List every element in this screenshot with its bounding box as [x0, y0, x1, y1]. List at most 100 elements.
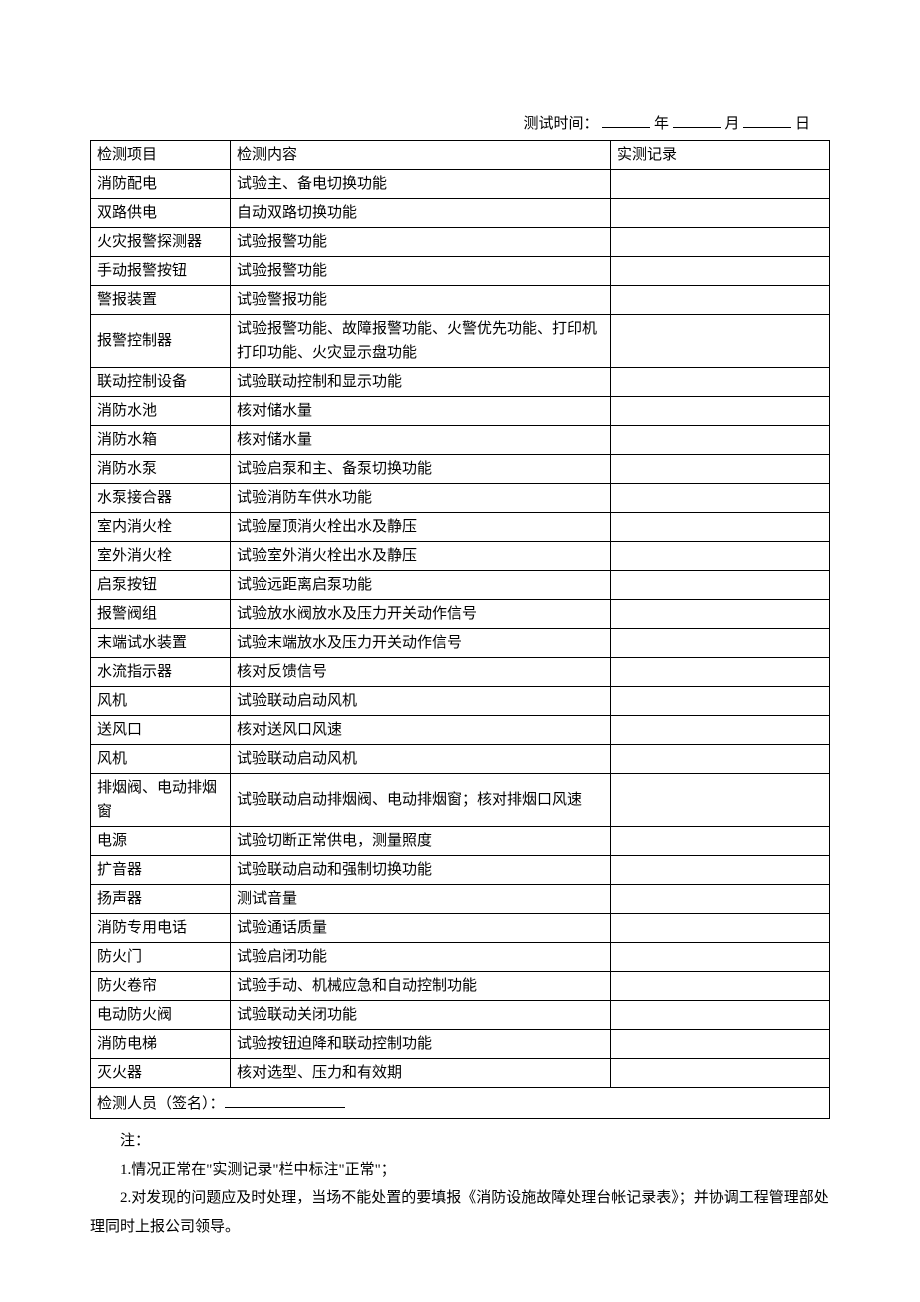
signer-row: 检测人员（签名）： [91, 1088, 830, 1119]
cell-item: 报警阀组 [91, 600, 231, 629]
table-row: 报警阀组试验放水阀放水及压力开关动作信号 [91, 600, 830, 629]
table-row: 报警控制器试验报警功能、故障报警功能、火警优先功能、打印机打印功能、火灾显示盘功… [91, 315, 830, 368]
cell-record[interactable] [611, 426, 830, 455]
cell-content: 试验放水阀放水及压力开关动作信号 [231, 600, 611, 629]
table-row: 消防水泵试验启泵和主、备泵切换功能 [91, 455, 830, 484]
table-row: 消防电梯试验按钮迫降和联动控制功能 [91, 1030, 830, 1059]
signer-cell: 检测人员（签名）： [91, 1088, 830, 1119]
table-row: 消防水池核对储水量 [91, 397, 830, 426]
cell-record[interactable] [611, 687, 830, 716]
cell-record[interactable] [611, 774, 830, 827]
cell-content: 核对反馈信号 [231, 658, 611, 687]
cell-item: 双路供电 [91, 199, 231, 228]
cell-record[interactable] [611, 943, 830, 972]
table-row: 双路供电自动双路切换功能 [91, 199, 830, 228]
cell-content: 试验通话质量 [231, 914, 611, 943]
cell-record[interactable] [611, 368, 830, 397]
cell-content: 核对储水量 [231, 426, 611, 455]
year-suffix: 年 [654, 116, 669, 132]
cell-record[interactable] [611, 885, 830, 914]
table-row: 送风口核对送风口风速 [91, 716, 830, 745]
cell-record[interactable] [611, 315, 830, 368]
table-row: 电源试验切断正常供电，测量照度 [91, 827, 830, 856]
signer-input-line[interactable] [225, 1090, 345, 1108]
cell-record[interactable] [611, 972, 830, 1001]
cell-record[interactable] [611, 286, 830, 315]
table-row: 扩音器试验联动启动和强制切换功能 [91, 856, 830, 885]
table-row: 室内消火栓试验屋顶消火栓出水及静压 [91, 513, 830, 542]
cell-content: 核对选型、压力和有效期 [231, 1059, 611, 1088]
cell-record[interactable] [611, 455, 830, 484]
cell-content: 试验联动关闭功能 [231, 1001, 611, 1030]
cell-content: 试验联动启动风机 [231, 745, 611, 774]
cell-record[interactable] [611, 397, 830, 426]
cell-record[interactable] [611, 827, 830, 856]
cell-content: 核对送风口风速 [231, 716, 611, 745]
cell-item: 警报装置 [91, 286, 231, 315]
table-row: 风机试验联动启动风机 [91, 745, 830, 774]
table-row: 风机试验联动启动风机 [91, 687, 830, 716]
cell-record[interactable] [611, 716, 830, 745]
cell-record[interactable] [611, 484, 830, 513]
cell-content: 试验联动启动风机 [231, 687, 611, 716]
header-item: 检测项目 [91, 141, 231, 170]
table-row: 火灾报警探测器试验报警功能 [91, 228, 830, 257]
cell-item: 灭火器 [91, 1059, 231, 1088]
cell-record[interactable] [611, 571, 830, 600]
cell-record[interactable] [611, 257, 830, 286]
cell-item: 室内消火栓 [91, 513, 231, 542]
cell-item: 排烟阀、电动排烟窗 [91, 774, 231, 827]
cell-content: 试验屋顶消火栓出水及静压 [231, 513, 611, 542]
day-input-line[interactable] [743, 110, 791, 128]
cell-content: 试验警报功能 [231, 286, 611, 315]
table-row: 启泵按钮试验远距离启泵功能 [91, 571, 830, 600]
cell-record[interactable] [611, 228, 830, 257]
cell-record[interactable] [611, 170, 830, 199]
cell-content: 试验联动控制和显示功能 [231, 368, 611, 397]
table-row: 灭火器核对选型、压力和有效期 [91, 1059, 830, 1088]
table-row: 警报装置试验警报功能 [91, 286, 830, 315]
cell-item: 消防水池 [91, 397, 231, 426]
cell-record[interactable] [611, 199, 830, 228]
cell-item: 火灾报警探测器 [91, 228, 231, 257]
month-suffix: 月 [724, 116, 739, 132]
table-row: 消防专用电话试验通话质量 [91, 914, 830, 943]
cell-record[interactable] [611, 629, 830, 658]
table-row: 消防水箱核对储水量 [91, 426, 830, 455]
cell-content: 试验联动启动排烟阀、电动排烟窗；核对排烟口风速 [231, 774, 611, 827]
table-row: 消防配电试验主、备电切换功能 [91, 170, 830, 199]
cell-item: 电动防火阀 [91, 1001, 231, 1030]
cell-record[interactable] [611, 745, 830, 774]
cell-content: 试验报警功能 [231, 228, 611, 257]
cell-item: 末端试水装置 [91, 629, 231, 658]
notes-line-2: 2.对发现的问题应及时处理，当场不能处置的要填报《消防设施故障处理台帐记录表》；… [90, 1184, 830, 1241]
cell-record[interactable] [611, 914, 830, 943]
table-row: 水流指示器核对反馈信号 [91, 658, 830, 687]
cell-record[interactable] [611, 1059, 830, 1088]
table-row: 末端试水装置试验末端放水及压力开关动作信号 [91, 629, 830, 658]
notes-line-1: 1.情况正常在"实测记录"栏中标注"正常"； [90, 1156, 830, 1185]
test-time-label: 测试时间： [523, 116, 598, 132]
notes-title: 注： [90, 1127, 830, 1156]
cell-record[interactable] [611, 856, 830, 885]
month-input-line[interactable] [673, 110, 721, 128]
year-input-line[interactable] [602, 110, 650, 128]
inspection-table: 检测项目 检测内容 实测记录 消防配电试验主、备电切换功能双路供电自动双路切换功… [90, 140, 830, 1119]
cell-item: 电源 [91, 827, 231, 856]
cell-record[interactable] [611, 1030, 830, 1059]
cell-content: 试验消防车供水功能 [231, 484, 611, 513]
cell-item: 扬声器 [91, 885, 231, 914]
cell-content: 测试音量 [231, 885, 611, 914]
cell-content: 试验远距离启泵功能 [231, 571, 611, 600]
cell-item: 启泵按钮 [91, 571, 231, 600]
cell-record[interactable] [611, 658, 830, 687]
cell-content: 核对储水量 [231, 397, 611, 426]
cell-record[interactable] [611, 600, 830, 629]
cell-record[interactable] [611, 542, 830, 571]
table-row: 联动控制设备试验联动控制和显示功能 [91, 368, 830, 397]
cell-content: 试验报警功能 [231, 257, 611, 286]
cell-record[interactable] [611, 1001, 830, 1030]
cell-item: 风机 [91, 745, 231, 774]
cell-record[interactable] [611, 513, 830, 542]
cell-item: 报警控制器 [91, 315, 231, 368]
